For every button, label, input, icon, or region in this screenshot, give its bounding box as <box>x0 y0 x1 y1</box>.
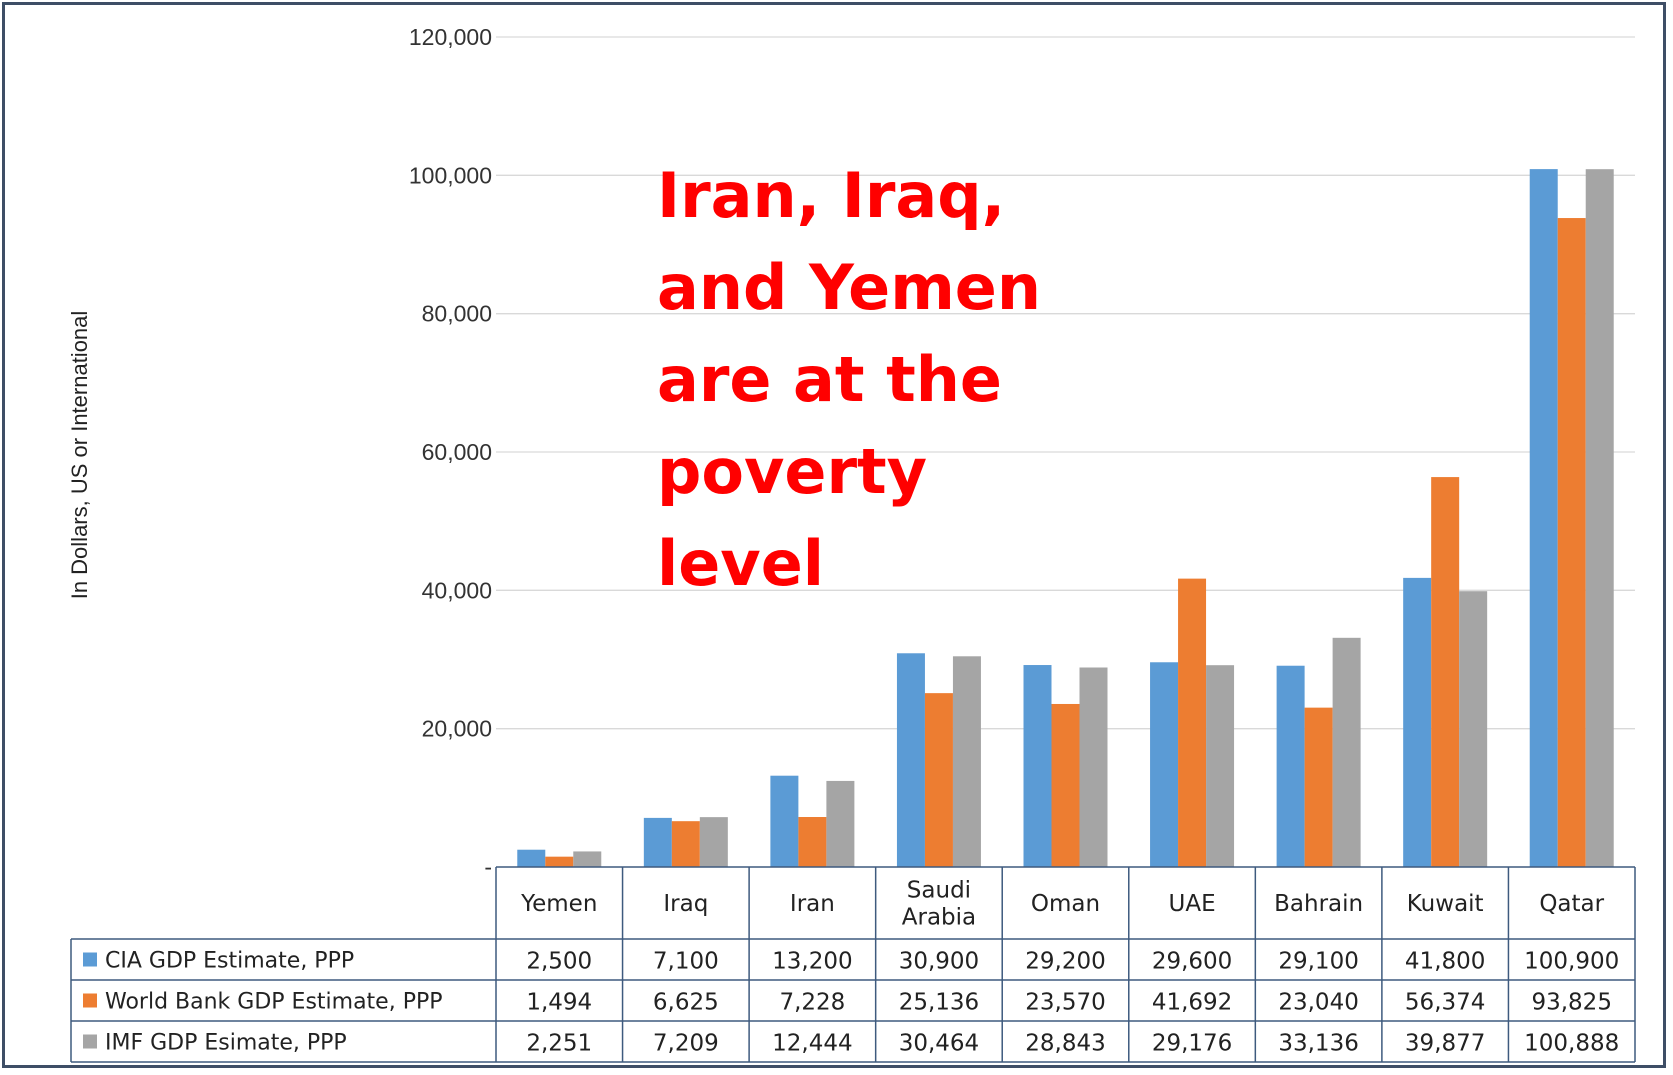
data-table-value: 12,444 <box>772 1031 852 1057</box>
bar-qatar-series-2 <box>1557 218 1586 867</box>
bar-bahrain-series-2 <box>1304 707 1333 867</box>
legend-label: CIA GDP Estimate, PPP <box>105 949 354 974</box>
data-table-value: 29,200 <box>1025 949 1105 975</box>
bar-yemen-series-1 <box>517 849 546 867</box>
bar-bahrain-series-1 <box>1276 665 1305 867</box>
bar-bahrain-series-3 <box>1332 637 1361 867</box>
data-table-value: 39,877 <box>1405 1031 1485 1057</box>
y-axis-label: In Dollars, US or International <box>67 310 92 600</box>
data-table-value: 23,570 <box>1025 990 1105 1016</box>
y-tick-label: - <box>484 854 492 880</box>
category-label: Yemen <box>520 891 597 917</box>
category-label: Arabia <box>902 905 976 931</box>
data-table-value: 41,692 <box>1152 990 1232 1016</box>
legend-label: IMF GDP Esimate, PPP <box>105 1031 347 1056</box>
bar-oman-series-3 <box>1079 667 1108 867</box>
data-table-value: 41,800 <box>1405 949 1485 975</box>
bar-iran-series-3 <box>826 780 855 867</box>
category-label: Iran <box>790 891 835 917</box>
data-table-value: 30,464 <box>899 1031 979 1057</box>
bar-qatar-series-1 <box>1529 169 1558 867</box>
bar-kuwait-series-3 <box>1459 591 1488 867</box>
data-table-value: 33,136 <box>1278 1031 1358 1057</box>
bar-iraq-series-2 <box>671 821 700 867</box>
y-axis-ticks: - 20,000 40,000 60,000 80,000 100,000 120,000 <box>409 24 492 880</box>
category-label: Bahrain <box>1274 891 1363 917</box>
y-tick-label: 40,000 <box>422 577 492 603</box>
data-table-value: 2,251 <box>526 1031 592 1057</box>
bar-yemen-series-3 <box>573 851 602 867</box>
chart-annotation: Iran, Iraq, and Yemen are at the poverty… <box>657 159 1041 600</box>
data-table-value: 28,843 <box>1025 1031 1105 1057</box>
category-label: Oman <box>1031 891 1100 917</box>
category-label: UAE <box>1169 891 1216 917</box>
y-tick-label: 20,000 <box>422 716 492 742</box>
bar-iraq-series-1 <box>643 817 672 867</box>
legend-swatch <box>83 1034 97 1049</box>
data-table-value: 13,200 <box>772 949 852 975</box>
data-table-value: 6,625 <box>653 990 719 1016</box>
data-table-value: 29,600 <box>1152 949 1232 975</box>
y-tick-label: 120,000 <box>409 24 492 50</box>
bar-saudi-arabia-series-3 <box>952 656 981 867</box>
data-table-value: 29,100 <box>1278 949 1358 975</box>
data-table-value: 30,900 <box>899 949 979 975</box>
bar-uae-series-1 <box>1150 662 1179 867</box>
data-table-value: 100,888 <box>1524 1031 1619 1057</box>
data-table-value: 93,825 <box>1531 990 1611 1016</box>
bar-yemen-series-2 <box>545 856 574 867</box>
category-label: Saudi <box>907 878 971 904</box>
data-table-value: 25,136 <box>899 990 979 1016</box>
bar-kuwait-series-2 <box>1431 477 1460 867</box>
legend-label: World Bank GDP Estimate, PPP <box>105 990 443 1015</box>
data-table-value: 29,176 <box>1152 1031 1232 1057</box>
bar-iran-series-1 <box>770 775 799 867</box>
bar-saudi-arabia-series-1 <box>896 653 925 867</box>
y-tick-label: 80,000 <box>422 301 492 327</box>
bar-uae-series-2 <box>1178 578 1207 867</box>
legend-swatch <box>83 952 97 967</box>
bars <box>517 169 1614 867</box>
category-label: Qatar <box>1539 891 1604 917</box>
bar-oman-series-1 <box>1023 665 1052 867</box>
data-table-value: 100,900 <box>1524 949 1619 975</box>
data-table-value: 2,500 <box>526 949 592 975</box>
category-label: Kuwait <box>1407 891 1484 917</box>
bar-iraq-series-3 <box>699 817 728 867</box>
data-table-value: 7,209 <box>653 1031 719 1057</box>
bar-kuwait-series-1 <box>1403 577 1432 867</box>
bar-qatar-series-3 <box>1585 169 1614 867</box>
data-table-value: 1,494 <box>526 990 592 1016</box>
bar-saudi-arabia-series-2 <box>924 693 953 867</box>
legend-swatch <box>83 993 97 1008</box>
data-table-value: 56,374 <box>1405 990 1485 1016</box>
data-table-value: 7,228 <box>779 990 845 1016</box>
y-tick-label: 100,000 <box>409 162 492 188</box>
bar-iran-series-2 <box>798 817 827 867</box>
bar-uae-series-3 <box>1206 665 1235 867</box>
data-table-value: 23,040 <box>1278 990 1358 1016</box>
y-tick-label: 60,000 <box>422 439 492 465</box>
bar-oman-series-2 <box>1051 703 1080 867</box>
category-label: Iraq <box>663 891 708 917</box>
data-table-value: 7,100 <box>653 949 719 975</box>
